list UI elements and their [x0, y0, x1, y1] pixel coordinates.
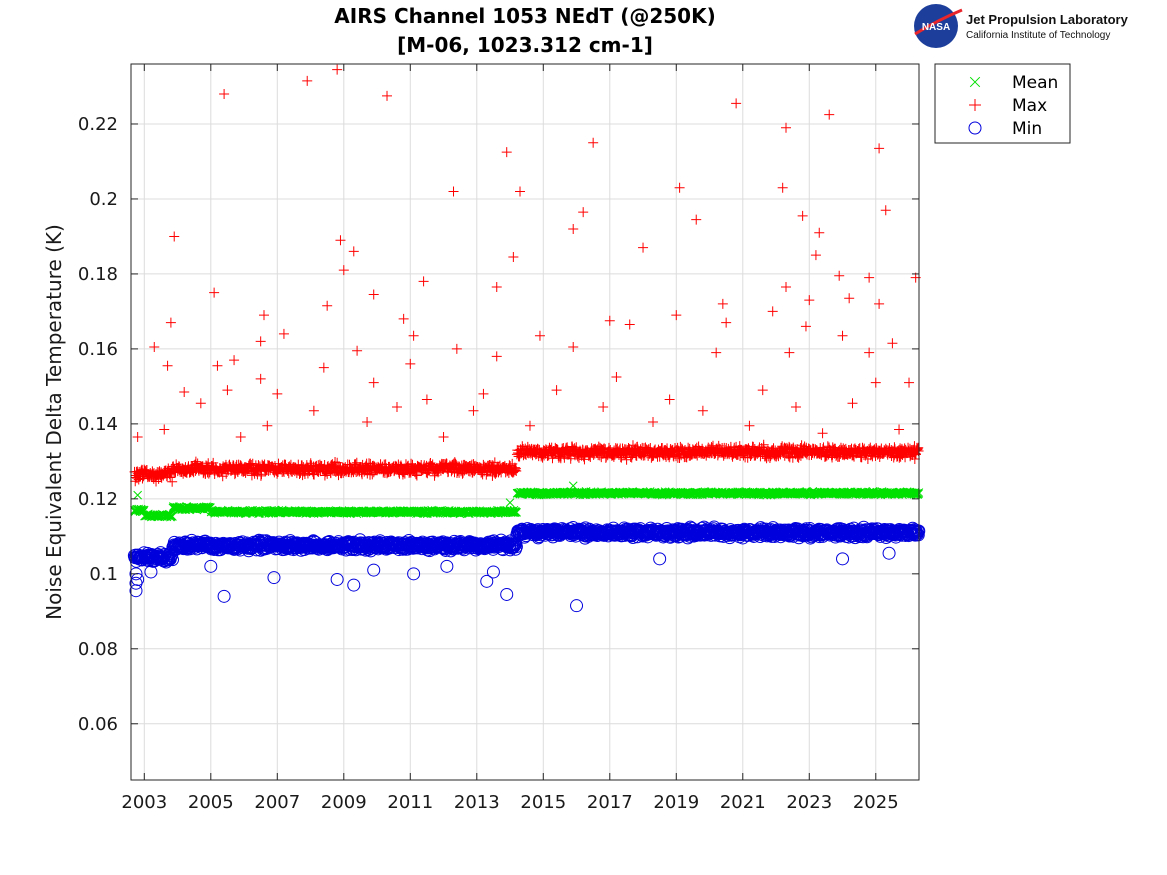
- outlier-min: [653, 552, 667, 566]
- outlier-min: [347, 578, 361, 592]
- outlier-min: [144, 565, 158, 579]
- outlier-min: [129, 567, 143, 581]
- outlier-min: [407, 567, 421, 581]
- outlier-min: [330, 572, 344, 586]
- outlier-min: [367, 563, 381, 577]
- plot-area: [131, 64, 919, 780]
- grid-lines: [131, 64, 919, 780]
- point-max: [255, 470, 266, 481]
- outlier-min: [440, 559, 454, 573]
- outlier-min: [486, 565, 500, 579]
- point-max: [190, 456, 201, 467]
- chart-title-line-2: [M-06, 1023.312 cm-1]: [397, 33, 653, 57]
- point-max: [397, 469, 408, 480]
- outlier-min: [480, 574, 494, 588]
- point-max: [151, 476, 162, 487]
- outlier-min: [570, 599, 584, 613]
- point-min: [911, 528, 925, 542]
- outlier-min: [500, 587, 514, 601]
- point-max: [319, 470, 330, 481]
- outlier-min: [217, 589, 231, 603]
- chart-title-line-1: AIRS Channel 1053 NEdT (@250K): [334, 4, 715, 28]
- outlier-min: [204, 559, 218, 573]
- data-points: [127, 64, 926, 613]
- point-max: [167, 476, 178, 487]
- outlier-min: [836, 552, 850, 566]
- outlier-min: [129, 584, 143, 598]
- outlier-min: [267, 571, 281, 585]
- series-max: [129, 64, 924, 487]
- point-max: [208, 457, 219, 468]
- point-max: [165, 472, 176, 483]
- series-min: [127, 520, 926, 613]
- outlier-min: [882, 546, 896, 560]
- point-max: [230, 468, 241, 479]
